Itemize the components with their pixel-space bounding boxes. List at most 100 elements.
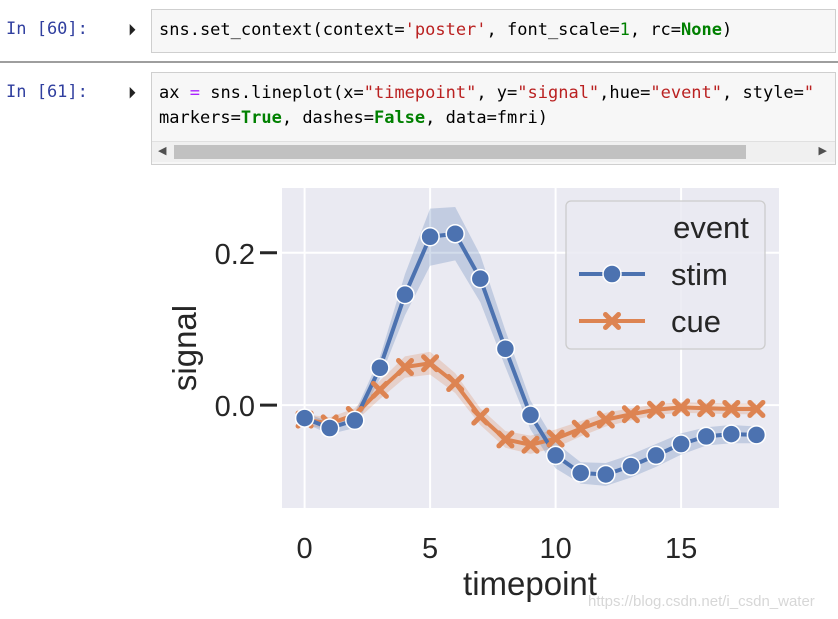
- y-axis-label: signal: [166, 305, 203, 391]
- data-point-cue: [571, 419, 590, 438]
- code-token: , dashes=: [281, 108, 374, 128]
- horizontal-scrollbar[interactable]: ◀ ▶: [152, 141, 835, 162]
- x-marker-stroke: [722, 399, 741, 418]
- data-point-stim: [646, 445, 666, 466]
- data-point-stim: [671, 434, 691, 454]
- data-point-cue: [647, 400, 666, 419]
- data-point-cue: [471, 407, 490, 426]
- code-token: sns.set_context(context=: [159, 20, 405, 40]
- lineplot-output: 0 5 10 15 0.0 0.2 timepoint signal event stim…: [166, 188, 779, 602]
- data-point-stim: [746, 425, 767, 445]
- x-tick-label: 5: [422, 533, 438, 565]
- legend-label-stim: stim: [671, 257, 728, 292]
- code-token: "signal": [517, 83, 600, 103]
- legend-marker-stim: [602, 264, 622, 284]
- code-token: , font_scale=: [486, 20, 620, 40]
- data-point-stim: [345, 410, 365, 431]
- x-marker-stroke: [370, 380, 389, 399]
- code-line: markers=True, dashes=False, data=fmri): [159, 108, 548, 128]
- data-point-stim: [294, 408, 315, 428]
- cell-separator: [0, 61, 838, 63]
- data-point-cue: [672, 398, 691, 417]
- code-editor[interactable]: sns.set_context(context='poster', font_s…: [151, 9, 836, 53]
- x-axis-label: timepoint: [463, 565, 597, 602]
- x-tick-label: 10: [539, 533, 571, 565]
- cell-prompt: In [61]:: [6, 82, 88, 102]
- code-token: sns.lineplot(x=: [199, 83, 364, 103]
- code-token: "timepoint": [363, 83, 477, 103]
- code-token: 'poster': [404, 20, 487, 40]
- series-markers: [294, 223, 767, 485]
- code-token: markers=: [159, 108, 241, 128]
- x-marker-stroke: [446, 374, 465, 393]
- data-point-stim: [596, 464, 616, 485]
- x-marker-stroke: [596, 410, 615, 429]
- code-token: ): [721, 20, 733, 40]
- x-marker-stroke: [421, 354, 440, 373]
- x-marker-stroke: [395, 358, 414, 377]
- code-token: True: [240, 108, 282, 128]
- x-marker-stroke: [672, 398, 691, 417]
- x-marker-stroke: [647, 400, 666, 419]
- scrollbar-thumb[interactable]: [174, 145, 746, 159]
- data-point-cue: [722, 399, 741, 418]
- x-marker-stroke: [546, 429, 565, 448]
- code-token: ax: [159, 83, 190, 103]
- data-point-cue: [621, 405, 640, 424]
- legend-label-cue: cue: [671, 304, 721, 339]
- data-point-stim: [470, 268, 491, 289]
- x-marker-stroke: [621, 405, 640, 424]
- data-point-stim: [319, 418, 340, 438]
- data-point-stim: [696, 426, 716, 447]
- run-cell-icon[interactable]: ⏵: [128, 83, 137, 102]
- cell-prompt: In [60]:: [6, 19, 88, 39]
- confidence-bands: [304, 207, 757, 486]
- data-point-stim: [420, 227, 440, 247]
- code-token: ,hue=: [599, 83, 651, 103]
- data-point-stim: [520, 405, 541, 425]
- code-token: None: [681, 20, 722, 40]
- data-point-cue: [697, 399, 716, 418]
- run-cell-icon[interactable]: ⏵: [128, 20, 137, 39]
- data-point-stim: [445, 223, 465, 244]
- x-marker-stroke: [747, 399, 766, 418]
- x-tick-label: 0: [297, 533, 313, 565]
- code-editor[interactable]: ax = sns.lineplot(x="timepoint", y="sign…: [151, 72, 836, 165]
- x-marker-stroke: [496, 430, 515, 449]
- data-point-cue: [546, 429, 565, 448]
- data-point-stim: [721, 424, 742, 444]
- scroll-left-icon[interactable]: ◀: [158, 144, 167, 157]
- x-marker-stroke: [571, 419, 590, 438]
- watermark: https://blog.csdn.net/i_csdn_water: [588, 593, 815, 610]
- code-token: , y=: [476, 83, 518, 103]
- data-point-cue: [421, 354, 440, 373]
- data-point-stim: [370, 358, 390, 378]
- y-tick-label: 0.0: [215, 391, 255, 423]
- code-line: sns.set_context(context='poster', font_s…: [159, 20, 732, 40]
- data-point-cue: [446, 374, 465, 393]
- data-point-cue: [395, 358, 414, 377]
- data-point-cue: [747, 399, 766, 418]
- x-marker-stroke: [521, 435, 540, 454]
- data-point-cue: [496, 430, 515, 449]
- legend-title: event: [673, 210, 749, 245]
- data-point-cue: [370, 380, 389, 399]
- code-token: False: [373, 108, 426, 128]
- y-tick-label: 0.2: [215, 239, 255, 271]
- data-point-cue: [521, 435, 540, 454]
- code-line: ax = sns.lineplot(x="timepoint", y="sign…: [159, 83, 814, 103]
- legend-box: [565, 200, 766, 350]
- code-token: ": [803, 83, 815, 103]
- x-marker-stroke: [471, 407, 490, 426]
- axis-ticks: 0 5 10 15 0.0 0.2: [215, 239, 698, 565]
- data-point-cue: [596, 410, 615, 429]
- data-point-stim: [570, 463, 591, 483]
- ci-band-stim: [304, 207, 757, 486]
- scroll-right-icon[interactable]: ▶: [818, 144, 827, 157]
- code-token: , style=: [722, 83, 804, 103]
- code-token: , rc=: [629, 20, 682, 40]
- x-tick-label: 15: [665, 533, 697, 565]
- x-marker-stroke: [697, 399, 716, 418]
- data-point-stim: [495, 339, 516, 359]
- legend: event stim cue: [565, 200, 766, 350]
